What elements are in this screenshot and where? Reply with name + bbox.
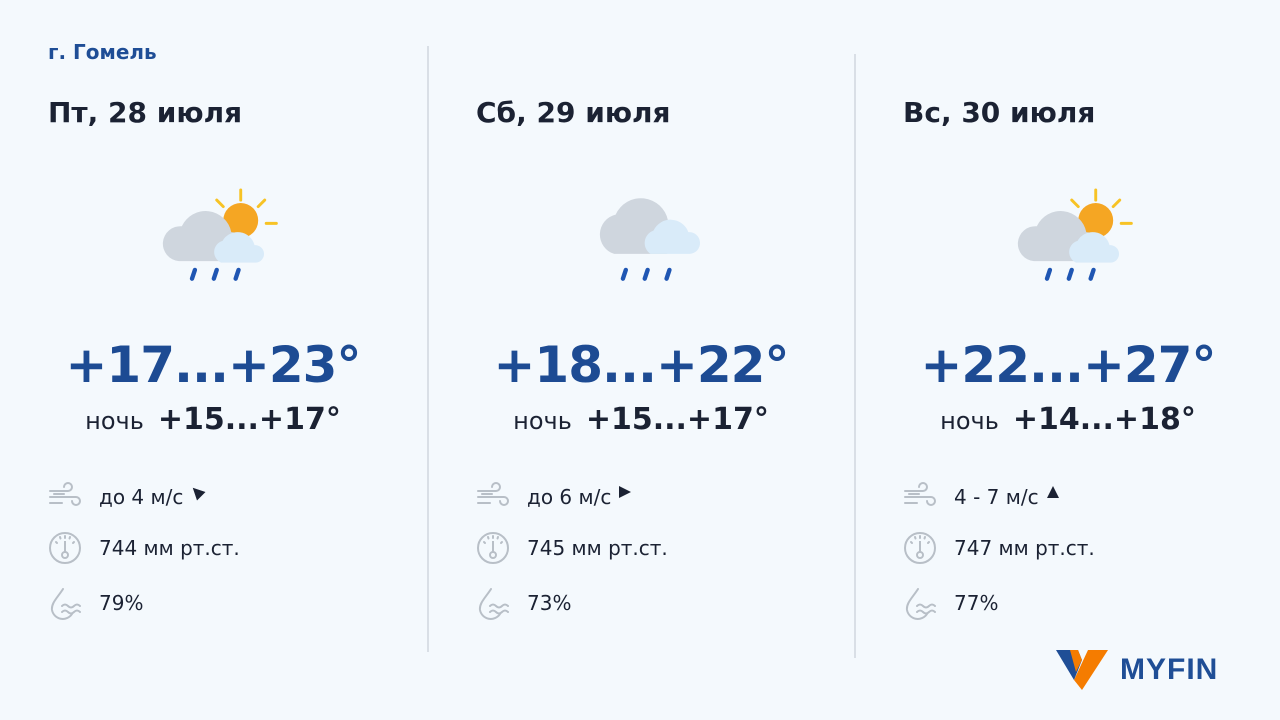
wind-direction-arrow-icon — [619, 486, 632, 498]
night-temperature: +14...+18° — [1012, 402, 1196, 437]
humidity-row: 77% — [903, 586, 998, 620]
day-temperature: +22...+27° — [920, 336, 1217, 394]
forecast-date: Вс, 30 июля — [903, 96, 1096, 129]
night-temperature-row: ночь +14...+18° — [903, 402, 1233, 437]
night-label: ночь — [940, 407, 999, 435]
sun-cloud-rain-icon — [1017, 188, 1133, 281]
city-name: г. Гомель — [48, 40, 157, 64]
pressure-value: 747 мм рт.ст. — [954, 536, 1095, 560]
wind-row: 4 - 7 м/с — [903, 480, 1059, 514]
pressure-value: 745 мм рт.ст. — [527, 536, 668, 560]
humidity-drop-icon — [905, 588, 936, 620]
wind-direction-arrow-icon — [1046, 486, 1059, 498]
cloud-rain-icon — [599, 198, 701, 281]
wind-speed: до 4 м/с — [99, 485, 184, 509]
barometer-icon — [904, 532, 936, 564]
wind-row: до 4 м/с — [48, 480, 206, 514]
day-forecast: Сб, 29 июля +18...+22° ночь +15...+17° до… — [476, 0, 856, 720]
humidity-value: 79% — [99, 591, 144, 615]
day-temperature: +17...+23° — [65, 336, 362, 394]
humidity-value: 77% — [954, 591, 999, 615]
pressure-row: 745 мм рт.ст. — [476, 531, 668, 565]
wind-icon — [477, 482, 509, 506]
humidity-row: 79% — [48, 586, 143, 620]
day-forecast: Вс, 30 июля +22...+27° ночь +14...+18° 4 … — [903, 0, 1280, 720]
wind-direction-arrow-icon — [188, 483, 206, 501]
night-label: ночь — [85, 407, 144, 435]
night-temperature: +15...+17° — [157, 402, 341, 437]
wind-row: до 6 м/с — [476, 480, 632, 514]
night-temperature: +15...+17° — [585, 402, 769, 437]
barometer-icon — [49, 532, 81, 564]
pressure-row: 747 мм рт.ст. — [903, 531, 1095, 565]
divider — [854, 54, 856, 658]
divider — [427, 46, 429, 652]
sun-cloud-rain-icon — [162, 188, 278, 281]
wind-speed: до 6 м/с — [527, 485, 612, 509]
humidity-drop-icon — [50, 588, 81, 620]
wind-icon — [49, 482, 81, 506]
wind-icon — [904, 482, 936, 506]
pressure-row: 744 мм рт.ст. — [48, 531, 240, 565]
myfin-logo-mark-icon — [1056, 650, 1108, 690]
day-forecast: Пт, 28 июля +17...+23° ночь +15...+17° до… — [48, 0, 428, 720]
wind-speed: 4 - 7 м/с — [954, 485, 1039, 509]
myfin-logo-text: MYFIN — [1120, 653, 1219, 686]
forecast-date: Пт, 28 июля — [48, 96, 243, 129]
night-label: ночь — [513, 407, 572, 435]
humidity-drop-icon — [478, 588, 509, 620]
night-temperature-row: ночь +15...+17° — [476, 402, 806, 437]
barometer-icon — [477, 532, 509, 564]
humidity-row: 73% — [476, 586, 571, 620]
pressure-value: 744 мм рт.ст. — [99, 536, 240, 560]
night-temperature-row: ночь +15...+17° — [48, 402, 378, 437]
forecast-date: Сб, 29 июля — [476, 96, 671, 129]
myfin-logo: MYFIN — [1056, 650, 1218, 690]
day-temperature: +18...+22° — [493, 336, 790, 394]
humidity-value: 73% — [527, 591, 572, 615]
